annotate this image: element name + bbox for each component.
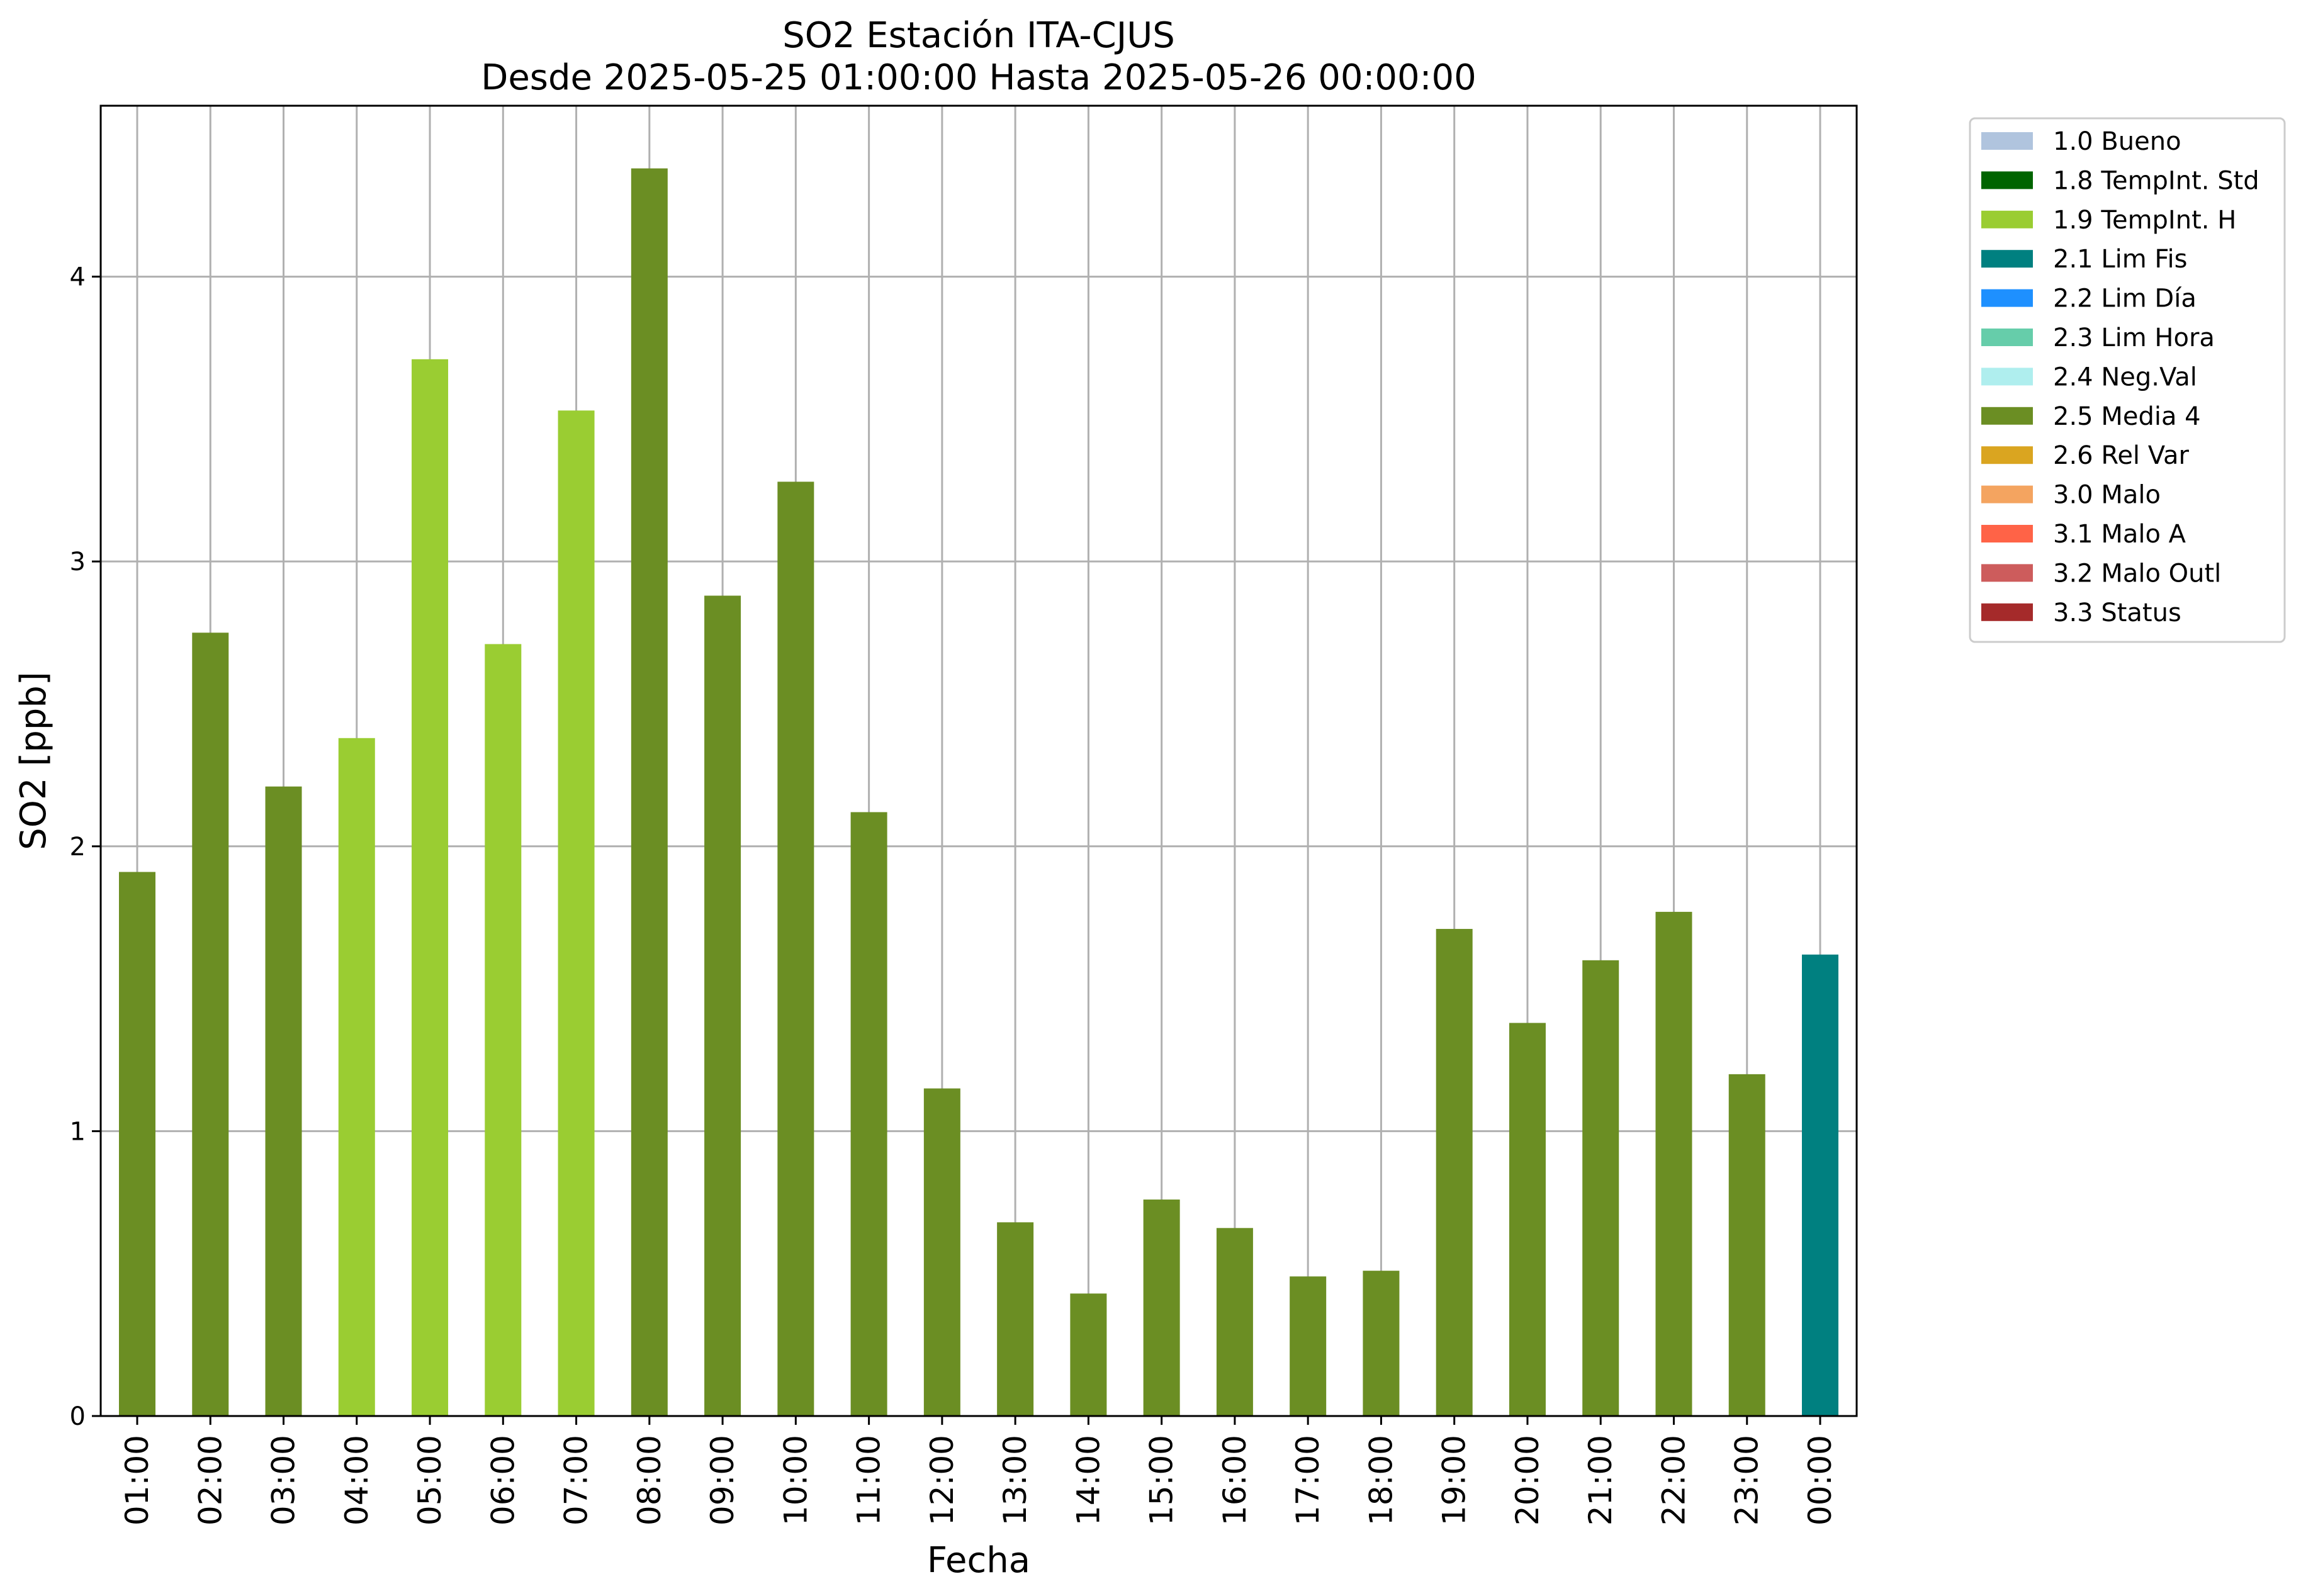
legend-swatch — [1981, 210, 2033, 228]
legend-swatch — [1981, 525, 2033, 542]
legend-label: 3.2 Malo Outl — [2053, 559, 2221, 588]
x-tick-label: 22:00 — [1655, 1435, 1692, 1526]
bar-0600 — [485, 644, 522, 1416]
bar-2300 — [1728, 1074, 1765, 1416]
bar-1400 — [1070, 1293, 1107, 1416]
bar-0100 — [119, 872, 155, 1416]
x-tick-label: 17:00 — [1290, 1435, 1326, 1526]
bar-1500 — [1143, 1200, 1180, 1416]
y-tick-label: 4 — [70, 263, 86, 292]
x-tick-label: 05:00 — [412, 1435, 448, 1526]
bar-2200 — [1655, 911, 1692, 1416]
legend-label: 2.3 Lim Hora — [2053, 323, 2215, 352]
bar-0700 — [558, 410, 595, 1417]
legend-label: 1.0 Bueno — [2053, 127, 2181, 156]
x-tick-label: 08:00 — [631, 1435, 668, 1526]
y-axis-label: SO2 [ppb] — [13, 672, 54, 850]
x-tick-label: 09:00 — [704, 1435, 741, 1526]
chart-title: SO2 Estación ITA-CJUS — [782, 15, 1175, 56]
legend-label: 3.0 Malo — [2053, 481, 2161, 510]
legend-label: 2.4 Neg.Val — [2053, 362, 2197, 391]
x-tick-label: 18:00 — [1363, 1435, 1399, 1526]
legend-swatch — [1981, 250, 2033, 268]
bar-0200 — [192, 632, 229, 1416]
bar-0800 — [631, 168, 668, 1416]
x-tick-label: 06:00 — [485, 1435, 521, 1526]
legend-label: 2.5 Media 4 — [2053, 402, 2201, 431]
legend-swatch — [1981, 171, 2033, 189]
x-tick-label: 03:00 — [266, 1435, 302, 1526]
x-tick-label: 15:00 — [1144, 1435, 1180, 1526]
bar-2000 — [1509, 1023, 1546, 1416]
x-tick-label: 11:00 — [851, 1435, 887, 1526]
x-tick-label: 02:00 — [192, 1435, 228, 1526]
legend: 1.0 Bueno 1.8 TempInt. Std 1.9 TempInt. H 2… — [1969, 117, 2286, 643]
y-tick-label: 2 — [70, 833, 86, 862]
legend-swatch — [1981, 289, 2033, 307]
legend-swatch — [1981, 446, 2033, 464]
bars — [119, 168, 1838, 1417]
bar-1600 — [1216, 1228, 1253, 1416]
legend-label: 2.6 Rel Var — [2053, 441, 2190, 470]
bar-1900 — [1436, 929, 1473, 1416]
x-tick-label: 10:00 — [777, 1435, 814, 1526]
x-tick-label: 16:00 — [1217, 1435, 1253, 1526]
legend-label: 2.2 Lim Día — [2053, 284, 2197, 313]
x-tick-label: 07:00 — [558, 1435, 595, 1526]
x-axis-ticks: 01:00 02:00 03:00 04:00 05:00 06:00 07:00 08:00… — [119, 1416, 1838, 1526]
x-tick-label: 19:00 — [1436, 1435, 1473, 1526]
bar-1300 — [997, 1222, 1034, 1416]
x-axis-label: Fecha — [927, 1540, 1030, 1581]
legend-label: 2.1 Lim Fis — [2053, 245, 2187, 274]
bar-1800 — [1363, 1271, 1400, 1416]
legend-swatch — [1981, 564, 2033, 582]
bar-0300 — [265, 786, 302, 1416]
legend-swatch — [1981, 407, 2033, 425]
bar-0500 — [412, 359, 449, 1416]
x-tick-label: 21:00 — [1582, 1435, 1619, 1526]
bar-1200 — [923, 1088, 960, 1416]
legend-swatch — [1981, 603, 2033, 621]
legend-label: 1.8 TempInt. Std — [2053, 166, 2259, 195]
bar-0400 — [338, 738, 375, 1416]
x-tick-label: 00:00 — [1802, 1435, 1838, 1526]
bar-1000 — [777, 481, 814, 1416]
legend-label: 3.3 Status — [2053, 598, 2181, 627]
bar-1100 — [850, 812, 887, 1416]
legend-swatch — [1981, 329, 2033, 346]
chart-subtitle: Desde 2025-05-25 01:00:00 Hasta 2025-05-… — [481, 57, 1477, 98]
legend-swatch — [1981, 132, 2033, 150]
y-axis-ticks: 0 1 2 3 4 — [70, 263, 101, 1431]
bar-2100 — [1582, 960, 1619, 1416]
legend-label: 3.1 Malo A — [2053, 520, 2186, 549]
y-tick-label: 1 — [70, 1117, 86, 1146]
bar-0000 — [1802, 954, 1838, 1416]
legend-swatch — [1981, 368, 2033, 386]
legend-label: 1.9 TempInt. H — [2053, 206, 2236, 235]
x-tick-label: 01:00 — [119, 1435, 155, 1526]
bar-1700 — [1290, 1276, 1327, 1416]
plot-frame — [99, 104, 1858, 1417]
legend-swatch — [1981, 485, 2033, 503]
x-tick-label: 20:00 — [1509, 1435, 1546, 1526]
y-tick-label: 0 — [70, 1402, 86, 1431]
x-tick-label: 23:00 — [1729, 1435, 1765, 1526]
legend-frame — [1969, 117, 2286, 643]
x-tick-label: 13:00 — [997, 1435, 1033, 1526]
y-tick-label: 3 — [70, 548, 86, 576]
x-tick-label: 14:00 — [1070, 1435, 1106, 1526]
bar-0900 — [704, 595, 741, 1416]
x-tick-label: 04:00 — [339, 1435, 375, 1526]
x-tick-label: 12:00 — [924, 1435, 960, 1526]
